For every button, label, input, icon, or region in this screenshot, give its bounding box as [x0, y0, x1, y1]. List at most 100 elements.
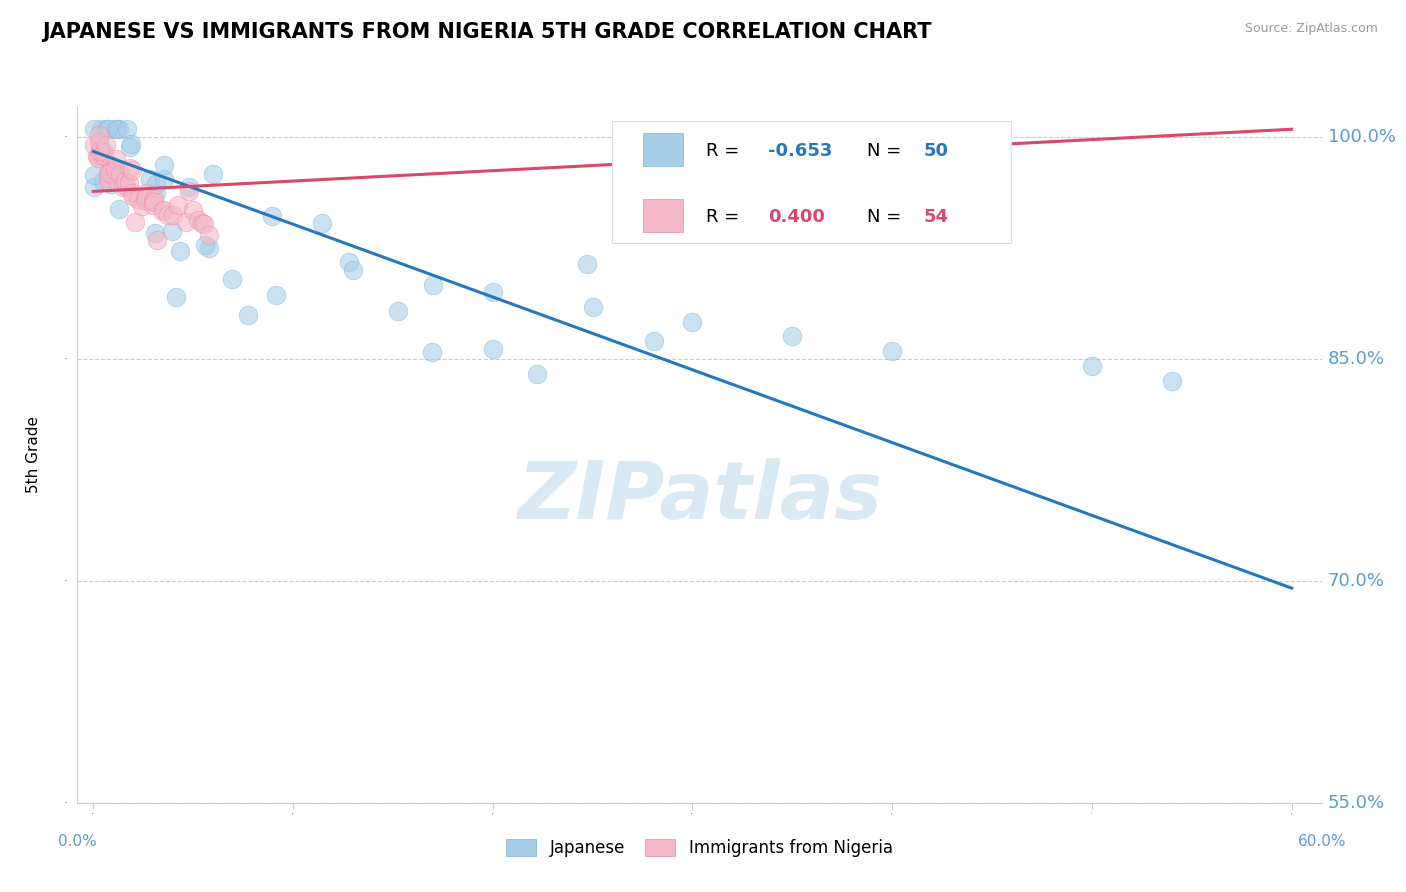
Point — [100, 178, 122, 192]
Point — [142, 195, 165, 210]
Point — [131, 199, 153, 213]
Point — [83, 138, 105, 153]
Point — [387, 304, 409, 318]
Point — [97, 165, 120, 179]
Point — [105, 152, 128, 166]
Text: 60.0%: 60.0% — [1298, 834, 1346, 849]
Point — [118, 176, 141, 190]
Point — [190, 217, 212, 231]
Legend: Japanese, Immigrants from Nigeria: Japanese, Immigrants from Nigeria — [499, 832, 900, 864]
Point — [150, 203, 173, 218]
Text: 85.0%: 85.0% — [1327, 350, 1385, 368]
Text: 5th Grade: 5th Grade — [27, 417, 41, 493]
Point — [97, 170, 120, 185]
Text: 0.0%: 0.0% — [58, 834, 97, 849]
Point — [100, 158, 122, 172]
Point — [89, 144, 111, 158]
Text: Source: ZipAtlas.com: Source: ZipAtlas.com — [1244, 22, 1378, 36]
Text: JAPANESE VS IMMIGRANTS FROM NIGERIA 5TH GRADE CORRELATION CHART: JAPANESE VS IMMIGRANTS FROM NIGERIA 5TH … — [42, 22, 932, 42]
Point — [198, 227, 221, 242]
Point — [153, 203, 176, 218]
Point — [104, 122, 127, 136]
Point — [89, 128, 111, 143]
Point — [91, 174, 114, 188]
Point — [108, 168, 131, 182]
Text: 70.0%: 70.0% — [1327, 572, 1385, 590]
Point — [143, 226, 166, 240]
Point — [120, 161, 142, 176]
Text: 54: 54 — [924, 208, 949, 226]
Point — [152, 158, 174, 172]
Point — [98, 164, 121, 178]
Point — [121, 186, 143, 200]
Point — [643, 334, 665, 348]
Bar — [644, 199, 683, 232]
Point — [108, 122, 131, 136]
Point — [157, 208, 180, 222]
Point — [782, 329, 804, 343]
Point — [86, 149, 108, 163]
Point — [134, 193, 156, 207]
Point — [311, 216, 333, 230]
Point — [86, 151, 108, 165]
Point — [114, 174, 136, 188]
Point — [526, 367, 548, 381]
Point — [91, 149, 114, 163]
Point — [422, 277, 444, 292]
Point — [90, 147, 112, 161]
Point — [83, 168, 105, 182]
Point — [162, 208, 184, 222]
Point — [179, 180, 201, 194]
Point — [146, 233, 169, 247]
Point — [83, 122, 105, 136]
Text: N =: N = — [868, 208, 907, 226]
Point — [127, 193, 149, 207]
Text: ZIPatlas: ZIPatlas — [517, 458, 882, 536]
Point — [202, 167, 225, 181]
Point — [122, 189, 145, 203]
Point — [124, 215, 146, 229]
Point — [143, 193, 166, 207]
Point — [342, 263, 364, 277]
Text: R =: R = — [706, 208, 745, 226]
Text: 0.400: 0.400 — [768, 208, 825, 226]
Point — [89, 147, 111, 161]
Point — [96, 122, 118, 136]
Point — [141, 198, 163, 212]
Point — [135, 190, 157, 204]
Point — [337, 255, 360, 269]
Text: N =: N = — [868, 142, 907, 160]
Point — [135, 186, 157, 200]
Text: R =: R = — [706, 142, 745, 160]
Point — [221, 271, 243, 285]
Point — [108, 202, 131, 217]
Point — [121, 163, 143, 178]
Point — [160, 224, 183, 238]
Point — [93, 145, 115, 160]
Point — [882, 344, 904, 359]
Point — [576, 257, 599, 271]
Point — [115, 178, 138, 193]
Point — [97, 175, 120, 189]
Point — [197, 241, 219, 255]
Point — [97, 122, 120, 136]
Point — [142, 194, 165, 208]
Point — [194, 238, 217, 252]
Point — [420, 344, 443, 359]
Point — [104, 163, 127, 178]
Point — [152, 171, 174, 186]
Point — [177, 184, 200, 198]
FancyBboxPatch shape — [613, 121, 1011, 243]
Point — [481, 342, 503, 356]
Point — [174, 215, 197, 229]
Point — [145, 177, 167, 191]
Point — [90, 122, 112, 136]
Point — [481, 285, 503, 299]
Point — [187, 212, 209, 227]
Point — [94, 138, 117, 153]
Point — [111, 179, 134, 194]
Point — [83, 180, 105, 194]
Point — [193, 217, 215, 231]
Point — [1081, 359, 1104, 373]
Point — [165, 290, 187, 304]
